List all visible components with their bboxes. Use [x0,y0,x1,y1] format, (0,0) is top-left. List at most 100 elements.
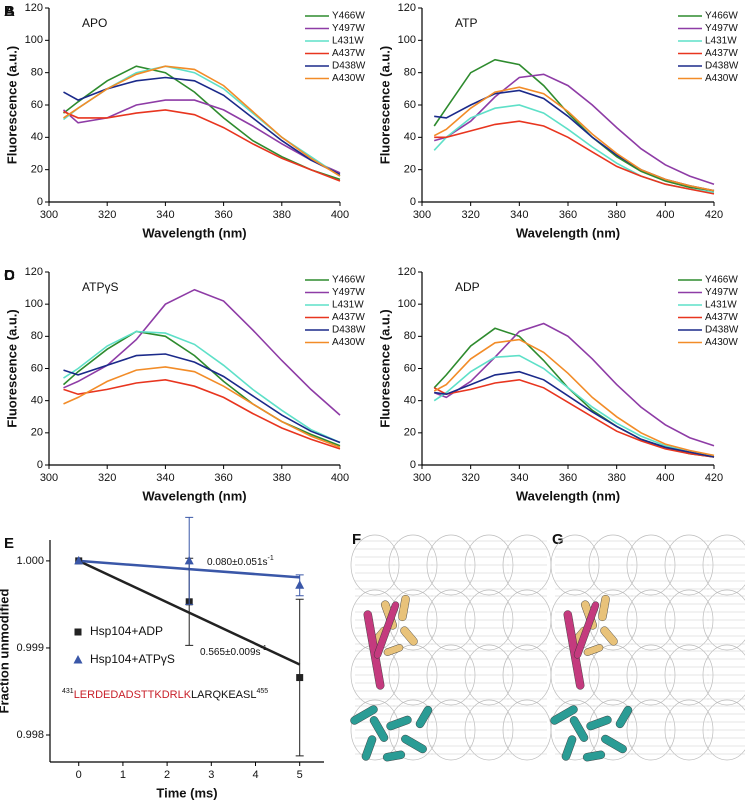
helix [369,716,389,742]
y-tick-label: 60 [31,362,43,374]
x-tick-label: 360 [214,209,232,221]
y-tick-label: 120 [25,266,43,278]
sequence: 431LERDEDADSTTKDRLKLARQKEASL455 [62,688,268,701]
series-line [433,58,715,192]
panel-letter: E [4,535,14,552]
sequence-rest: LARQKEASL [191,689,256,701]
helix [586,715,612,731]
series-line [433,338,715,457]
y-tick-label: 60 [404,362,416,374]
mesh [702,534,745,596]
panel-letter: B [4,3,15,20]
x-tick-label: 2 [164,769,170,781]
mesh [702,589,745,651]
x-tick-label: 400 [656,209,674,221]
x-tick-label: 420 [705,209,723,221]
rate-annotation: 0.080±0.051s-1 [207,555,274,568]
x-tick-label: 380 [273,209,291,221]
x-tick-label: 380 [273,472,291,484]
panel-letter: A [4,3,15,20]
legend-label: L431W [705,300,737,311]
series-line [63,65,341,177]
x-tick-label: 3 [208,769,214,781]
helix [400,626,418,646]
sequence-end: 455 [256,688,268,695]
sequence-highlight: LERDEDADSTTKDRLK [74,689,192,701]
x-tick-label: 300 [40,472,58,484]
panel-letter: C [4,267,15,284]
x-axis-title: Time (ms) [156,785,217,800]
y-axis-title: Fluorescence (a.u.) [4,309,19,427]
y-tick-label: 80 [31,67,43,79]
data-point [296,674,304,682]
x-tick-label: 340 [156,472,174,484]
panel-title: APO [82,16,107,30]
series-line [434,120,715,195]
y-tick-label: 80 [31,330,43,342]
rate-exponent: -1 [268,555,274,562]
legend-label: A430W [705,337,738,348]
y-axis-title: Fraction unmodified [0,588,11,713]
x-tick-label: 340 [156,209,174,221]
x-tick-label: 380 [607,472,625,484]
legend-label: Y497W [705,23,738,34]
x-tick-label: 1 [120,769,126,781]
helix [401,734,427,754]
series-line [63,378,341,450]
helix [569,716,589,742]
y-tick-label: 120 [398,266,416,278]
series-line [433,73,715,185]
panel-letter: G [552,531,564,548]
helix [615,705,633,729]
y-tick-label: 20 [404,427,416,439]
helix [398,594,410,622]
x-tick-label: 0 [76,769,82,781]
helix [600,626,618,646]
x-axis-title: Wavelength (nm) [142,488,246,503]
panel-title: ATPγS [82,280,118,294]
legend-label: Y466W [332,11,365,22]
legend-label: A437W [705,48,738,59]
legend-label: A437W [332,312,365,323]
panel-title: ATP [455,16,477,30]
y-tick-label: 0 [410,196,416,208]
x-tick-label: 340 [510,472,528,484]
y-tick-label: 80 [404,330,416,342]
y-tick-label: 0 [37,196,43,208]
series-line [63,366,341,449]
helix [583,644,604,656]
helix [573,601,600,659]
rate-text: 0.565±0.009s [200,647,261,658]
legend-label: D438W [332,61,366,72]
y-tick-label: 120 [25,2,43,14]
helix [383,644,404,656]
y-tick-label: 0.998 [16,729,44,741]
legend-label: L431W [332,300,364,311]
x-tick-label: 320 [461,472,479,484]
helix [550,705,578,725]
x-tick-label: 380 [607,209,625,221]
series-line [62,99,341,174]
y-axis-title: Fluorescence (a.u.) [377,309,392,427]
series-line [63,330,341,444]
y-tick-label: 1.000 [16,555,44,567]
legend-label: A437W [332,48,365,59]
series-line [433,378,715,458]
y-axis-title: Fluorescence (a.u.) [4,46,19,164]
y-tick-label: 120 [398,2,416,14]
y-tick-label: 0 [37,459,43,471]
x-tick-label: 360 [214,472,232,484]
x-tick-label: 400 [331,472,349,484]
legend-label: A430W [332,73,365,84]
helix [415,705,433,729]
x-tick-label: 4 [252,769,258,781]
series-line [63,76,341,176]
x-axis-title: Wavelength (nm) [142,225,246,240]
data-point [184,555,194,565]
x-axis-title: Wavelength (nm) [516,225,620,240]
series-line [63,65,341,181]
rate-text: 0.080±0.051s [207,557,268,568]
rate-annotation: 0.565±0.009s-1 [200,645,267,658]
y-tick-label: 20 [31,427,43,439]
